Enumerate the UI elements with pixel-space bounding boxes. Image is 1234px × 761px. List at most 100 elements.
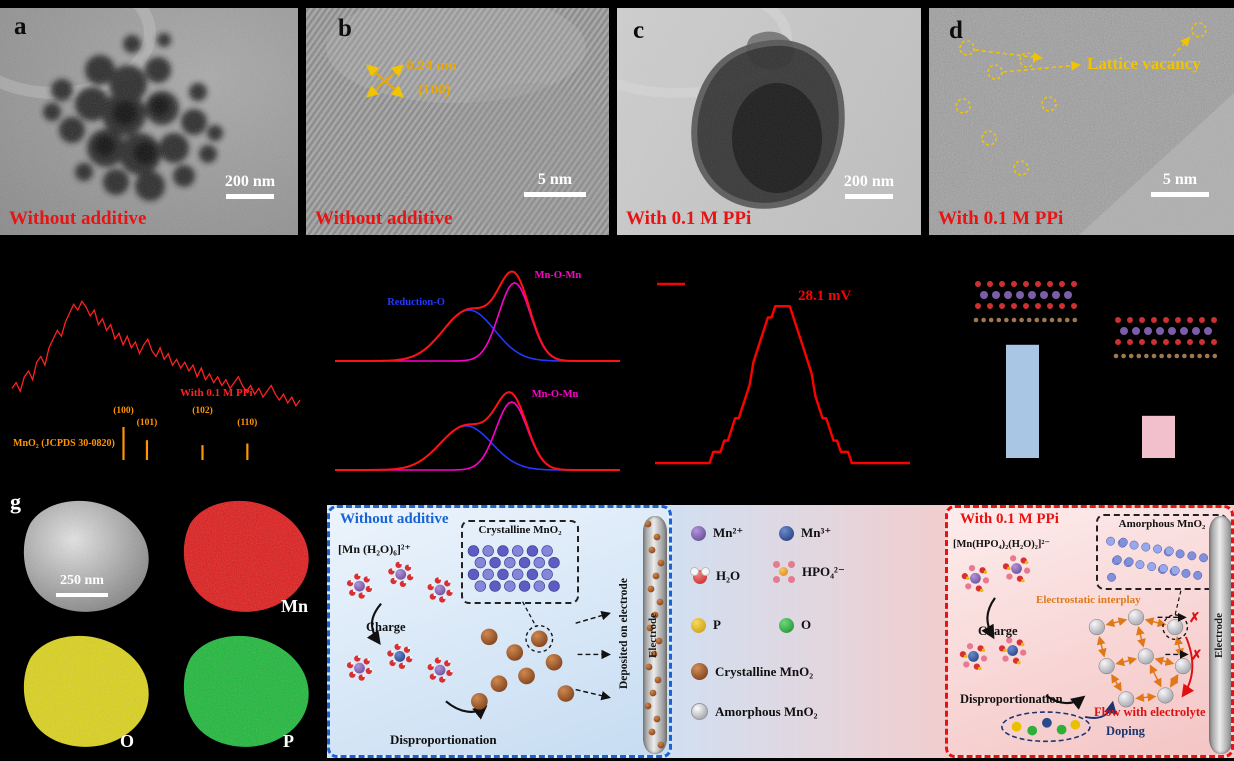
disproportionation-label-right: Disproportionation bbox=[960, 692, 1063, 706]
eds-map-o bbox=[23, 635, 149, 747]
caption-b: Without additive bbox=[315, 208, 453, 229]
xps-component-label: Mn-O-Mn bbox=[535, 270, 582, 281]
tem-image-c bbox=[617, 8, 921, 235]
legend-item-o: O bbox=[779, 617, 811, 633]
panel-letter-g: g bbox=[10, 489, 21, 514]
without-additive-box: Without additive [Mn (H₂O)₆]²⁺ Crystalli… bbox=[327, 505, 672, 758]
legend-item-h2o: H₂O bbox=[690, 567, 741, 584]
hrtem-panel-b: b 0.24 nm (100) 5 nm Without additive bbox=[306, 8, 609, 235]
mn2plus-sphere-icon bbox=[691, 525, 706, 541]
lattice-spacing-marker bbox=[366, 64, 404, 98]
model-comparison-panel bbox=[950, 258, 1234, 480]
scale-bar-b-line bbox=[524, 192, 586, 198]
scale-bar-d-label: 5 nm bbox=[1162, 171, 1198, 188]
eds-map-mn-tile: Mn bbox=[162, 489, 320, 622]
xps-envelope-curve bbox=[335, 270, 620, 362]
scale-bar-a-label: 200 nm bbox=[224, 173, 276, 190]
hkl-label: (100) bbox=[113, 405, 134, 416]
flow-with-electrolyte-label: Flow with electrolyte bbox=[1094, 705, 1206, 719]
hkl-label: (101) bbox=[137, 417, 158, 428]
eds-map-p-tile: P bbox=[162, 624, 320, 757]
blocked-x-mark: ✗ bbox=[1189, 610, 1200, 625]
disproportionation-label-left: Disproportionation bbox=[390, 732, 497, 747]
xrd-series-label: With 0.1 M PPi bbox=[180, 387, 253, 399]
xps-component-curve bbox=[335, 401, 620, 471]
zeta-plot: 28.1 mV bbox=[655, 282, 910, 465]
lattice-vacancy-label: Lattice vacancy bbox=[1087, 54, 1201, 73]
legend-label-hpo4: HPO₄²⁻ bbox=[802, 564, 845, 579]
legend-label-p: P bbox=[713, 617, 721, 632]
charge-label-left: Charge bbox=[366, 620, 406, 634]
blocked-x-mark: ✗ bbox=[1191, 647, 1202, 662]
without-additive-title: Without additive bbox=[340, 511, 449, 527]
comparison-bar bbox=[1142, 415, 1175, 458]
legend-item-amorphous: Amorphous MnO₂ bbox=[691, 703, 818, 720]
caption-d: With 0.1 M PPi bbox=[938, 208, 1064, 229]
panel-letter-d: d bbox=[949, 17, 963, 44]
deposited-particles bbox=[644, 520, 665, 749]
xrd-plot: With 0.1 M PPi (100)(101) (102) (110) MnO₂ (… bbox=[11, 300, 301, 460]
without-additive-illustration bbox=[346, 545, 611, 720]
xps-envelope-curve bbox=[335, 391, 620, 471]
stem-image-tile: g 250 nm bbox=[2, 489, 160, 622]
scale-bar-d: 5 nm bbox=[1141, 170, 1219, 198]
hrtem-image-b bbox=[306, 8, 609, 235]
map-label-mn: Mn bbox=[281, 596, 308, 616]
legend-label-o: O bbox=[801, 617, 812, 632]
zeta-annotation: 28.1 mV bbox=[798, 288, 851, 304]
xrd-curve bbox=[11, 300, 301, 408]
xrd-pattern-panel: With 0.1 M PPi (100) (101) (102) (110) MnO₂ (… bbox=[0, 258, 310, 480]
comparison-bar bbox=[1006, 344, 1039, 458]
scale-bar-g-label: 250 nm bbox=[60, 573, 104, 588]
precursor-formula-left: [Mn (H₂O)₆]²⁺ bbox=[338, 542, 411, 556]
oxygen-sphere-icon bbox=[779, 617, 794, 633]
xps-plot: Reduction-O Mn-O-Mn Mn-O-Mn bbox=[335, 270, 620, 471]
scale-bar-d-line bbox=[1151, 192, 1209, 198]
crystalline-mno2-label: Crystalline MnO₂ bbox=[478, 524, 562, 536]
xps-component-curve bbox=[335, 281, 620, 362]
deposited-on-electrode-label: Deposited on electrode bbox=[618, 578, 630, 689]
eds-map-o-tile: O bbox=[2, 624, 160, 757]
crystalline-mno2-box: Crystalline MnO₂ bbox=[461, 520, 579, 604]
scale-bar-g-line bbox=[56, 592, 108, 597]
zeta-potential-panel: 28.1 mV bbox=[640, 258, 925, 480]
electrode-label-right: Electrode bbox=[1213, 612, 1225, 658]
phosphorus-sphere-icon bbox=[691, 617, 706, 633]
map-label-p: P bbox=[283, 731, 294, 751]
electrode-label-left: Electrode bbox=[647, 612, 659, 658]
xps-component-label: Mn-O-Mn bbox=[532, 389, 579, 400]
scale-bar-b-label: 5 nm bbox=[537, 171, 573, 188]
legend-item-mn3plus: Mn³⁺ bbox=[779, 525, 831, 541]
scale-bar-g: 250 nm bbox=[42, 573, 122, 597]
electrostatic-interplay-label: Electrostatic interplay bbox=[1036, 594, 1141, 606]
amorphous-mno2-label: Amorphous MnO₂ bbox=[1118, 518, 1206, 530]
with-ppi-title: With 0.1 M PPi bbox=[960, 511, 1059, 527]
hkl-label: (102) bbox=[192, 405, 213, 416]
mn3plus-sphere-icon bbox=[779, 525, 794, 541]
tem-panel-a: a 200 nm Without additive bbox=[0, 8, 298, 235]
model-comparison-plot bbox=[973, 281, 1218, 458]
tem-image-a bbox=[0, 8, 298, 235]
zeta-curve bbox=[655, 305, 910, 465]
hrtem-panel-d: d Lattice vacancy 5 nm With 0.1 M PPi bbox=[929, 8, 1234, 235]
map-label-o: O bbox=[119, 731, 134, 751]
with-ppi-box: ✗ ✗ With 0.1 M PPi Amorphous MnO₂ [Mn(HPO… bbox=[945, 505, 1234, 758]
legend-label-mn3plus: Mn³⁺ bbox=[801, 525, 832, 540]
eds-map-p bbox=[183, 635, 309, 747]
amorphous-mno2-sphere-icon bbox=[691, 703, 708, 720]
h2o-molecule-icon bbox=[690, 567, 710, 584]
legend-label-amorphous: Amorphous MnO₂ bbox=[715, 703, 818, 719]
stem-image bbox=[23, 500, 149, 612]
hrtem-image-d bbox=[929, 8, 1234, 235]
legend-label-h2o: H₂O bbox=[716, 567, 741, 583]
legend-label-crystalline: Crystalline MnO₂ bbox=[715, 663, 814, 679]
tem-panel-c: c 200 nm With 0.1 M PPi bbox=[617, 8, 921, 235]
legend-item-mn2plus: Mn²⁺ bbox=[691, 525, 743, 541]
scale-bar-a-line bbox=[226, 194, 274, 200]
panel-letter-c: c bbox=[633, 17, 645, 44]
crystalline-mno2-sphere-icon bbox=[691, 663, 708, 680]
electrode-right: Electrode bbox=[1209, 516, 1231, 754]
reference-label: MnO₂ (JCPDS 30-0820) bbox=[13, 438, 115, 449]
hpo4-molecule-icon bbox=[773, 561, 795, 583]
caption-c: With 0.1 M PPi bbox=[626, 208, 752, 229]
